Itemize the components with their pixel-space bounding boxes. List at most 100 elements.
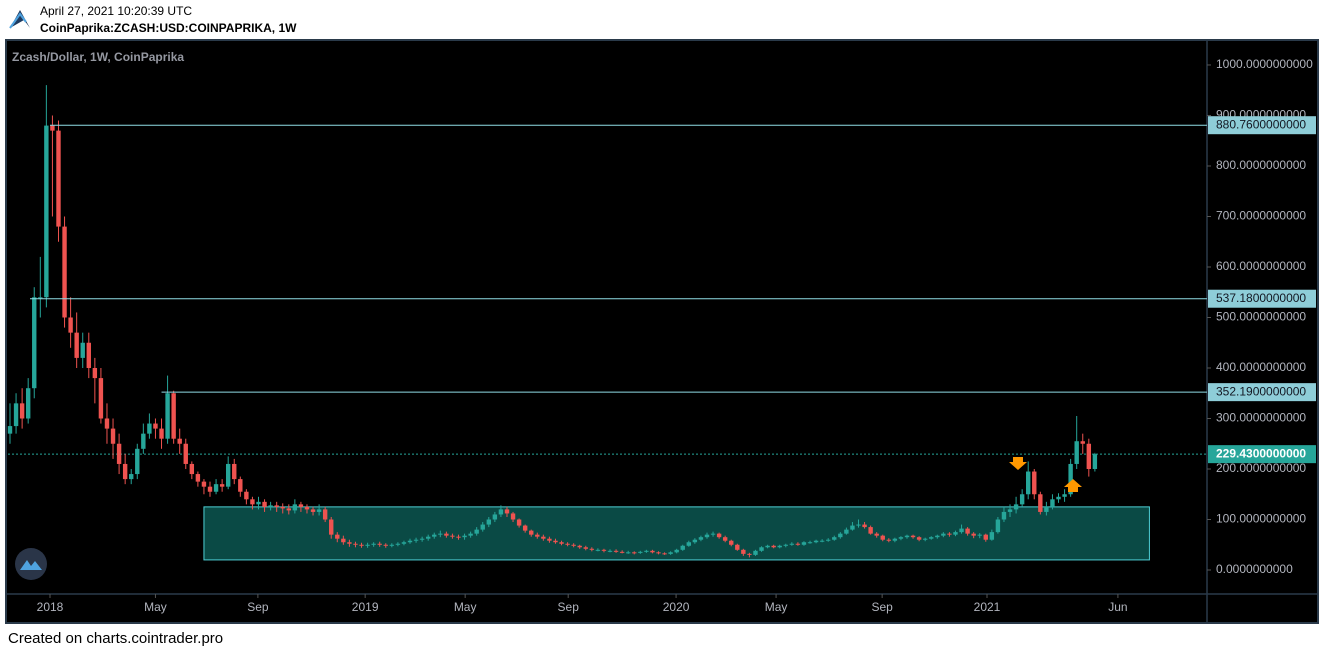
- candle-body: [389, 544, 395, 546]
- candle-body: [456, 536, 461, 538]
- y-tick-label: 700.0000000000: [1216, 209, 1306, 223]
- candle-body: [304, 506, 310, 510]
- candle-body: [819, 540, 825, 542]
- candle-body: [880, 535, 885, 540]
- candle-body: [13, 403, 19, 427]
- candle-body: [674, 549, 679, 553]
- candle-body: [510, 513, 516, 520]
- candle-body: [56, 130, 61, 227]
- candle-body: [395, 543, 401, 545]
- candle-body: [862, 524, 867, 528]
- candle-body: [177, 438, 182, 444]
- candle-body: [541, 536, 546, 539]
- candle-body: [729, 540, 734, 545]
- logo: [9, 10, 30, 29]
- level-label-bg: [1208, 383, 1316, 402]
- candle-body: [262, 501, 267, 507]
- y-tick-label: 600.0000000000: [1216, 259, 1306, 273]
- level-label: 352.1900000000: [1216, 384, 1306, 398]
- candle-body: [238, 479, 243, 492]
- candle-body: [86, 342, 91, 368]
- x-tick-label: 2021: [974, 600, 1001, 614]
- candle-body: [19, 403, 25, 419]
- candle-body: [153, 423, 158, 429]
- candle-body: [80, 342, 85, 358]
- candle-body: [826, 539, 831, 541]
- candle-body: [74, 332, 79, 358]
- candle-body: [838, 533, 843, 538]
- candle-body: [213, 484, 219, 492]
- candle-body: [225, 463, 231, 487]
- candle-body: [335, 534, 340, 539]
- candle-body: [686, 542, 692, 546]
- candle-body: [286, 508, 291, 511]
- candle-body: [256, 501, 261, 505]
- arrow-up: [1064, 479, 1082, 492]
- candle-body: [365, 544, 370, 546]
- candle-body: [1007, 509, 1013, 512]
- y-tick-label: 800.0000000000: [1216, 158, 1306, 172]
- candle-body: [947, 533, 952, 535]
- last-price-label: 229.4300000000: [1216, 446, 1306, 460]
- candle-body: [450, 535, 455, 537]
- candle-body: [135, 448, 140, 475]
- candle-body: [413, 539, 419, 541]
- candle-body: [165, 393, 170, 439]
- candle-body: [207, 486, 213, 492]
- candle-body: [632, 552, 637, 554]
- candle-body: [613, 550, 619, 552]
- candle-body: [329, 519, 334, 535]
- candle-body: [601, 549, 607, 551]
- candle-body: [347, 542, 352, 544]
- candle-body: [898, 537, 904, 539]
- candle-body: [1032, 471, 1037, 495]
- x-tick-label: Sep: [247, 600, 269, 614]
- candle-body: [638, 551, 643, 553]
- candle-body: [704, 534, 710, 538]
- candle-body: [480, 524, 485, 530]
- candle-body: [1068, 463, 1073, 495]
- candle-body: [516, 519, 522, 526]
- candle-body: [110, 428, 116, 444]
- candle-body: [292, 504, 298, 511]
- x-tick-label: Jun: [1108, 600, 1127, 614]
- y-tick-label: 300.0000000000: [1216, 411, 1306, 425]
- level-label-bg: [1208, 289, 1316, 308]
- y-tick-label: 500.0000000000: [1216, 310, 1306, 324]
- candle-body: [38, 297, 43, 299]
- candle-body: [771, 545, 776, 548]
- timestamp: April 27, 2021 10:20:39 UTC: [40, 4, 192, 18]
- candle-body: [765, 545, 770, 548]
- y-tick-label: 0.0000000000: [1216, 562, 1293, 576]
- candle-body: [129, 474, 134, 480]
- candle-body: [1019, 494, 1025, 505]
- candle-body: [553, 540, 558, 543]
- candle-body: [341, 538, 346, 543]
- plot: 0.0000000000 100.0000000000 200.0000000000…: [7, 57, 1316, 614]
- candle-body: [716, 533, 722, 538]
- candle-body: [571, 544, 576, 546]
- candle-body: [407, 540, 413, 543]
- candle-body: [1074, 441, 1079, 464]
- candle-body: [529, 530, 534, 535]
- candle-body: [25, 388, 31, 419]
- candle-body: [656, 552, 661, 554]
- candle-body: [844, 529, 849, 534]
- candle-body: [141, 433, 146, 449]
- candle-body: [116, 443, 122, 464]
- candle-body: [201, 481, 207, 487]
- candle-body: [565, 543, 570, 545]
- candle-body: [783, 544, 788, 546]
- candle-body: [922, 538, 928, 540]
- candle-body: [268, 505, 273, 507]
- candle-body: [171, 393, 176, 439]
- candle-body: [777, 545, 782, 548]
- candle-body: [44, 125, 49, 298]
- last-price-label-bg: [1208, 445, 1316, 464]
- candle-body: [122, 463, 128, 480]
- candle-body: [953, 532, 958, 535]
- candle-body: [244, 491, 249, 500]
- candle-body: [856, 524, 861, 526]
- candle-body: [583, 547, 588, 549]
